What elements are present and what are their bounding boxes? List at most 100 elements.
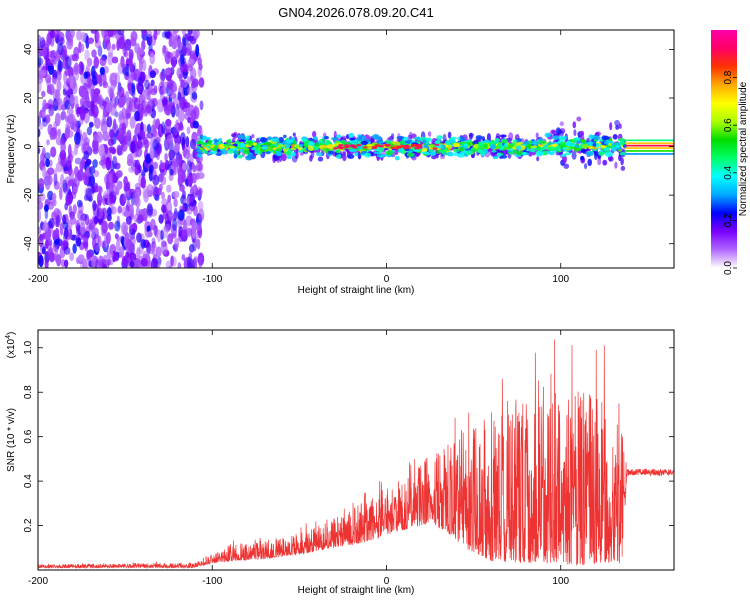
- spectrogram-cell: [109, 106, 117, 116]
- spectrogram-cell: [195, 164, 202, 172]
- spectrogram-cell: [563, 163, 570, 169]
- spectrogram-cell: [166, 163, 171, 171]
- spectrogram-cell: [54, 254, 62, 263]
- spectrogram-cell: [47, 190, 54, 201]
- spectrogram-cell: [506, 144, 514, 150]
- spectrogram-cell: [67, 66, 74, 78]
- spectrogram-cell: [153, 30, 158, 41]
- spectrogram-cell: [416, 136, 421, 142]
- spectrogram-cell: [85, 158, 92, 166]
- spectrogram-cell: [129, 116, 136, 129]
- spectrogram-cell: [92, 134, 100, 142]
- spectrogram-cell: [473, 143, 479, 149]
- spectrogram-cell: [278, 144, 284, 147]
- spectrogram-cell: [80, 62, 85, 73]
- spectrogram-cell: [237, 154, 243, 159]
- spectrogram-cell: [83, 71, 89, 80]
- spectrogram-cell: [178, 96, 186, 110]
- spectrogram-cell: [44, 176, 51, 191]
- spectrogram-cell: [196, 153, 203, 158]
- spectrogram-cell: [46, 139, 50, 146]
- spectrogram-cells: [38, 30, 674, 268]
- spectrogram-cell: [124, 39, 132, 52]
- spectrogram-cell: [188, 259, 193, 268]
- spectrogram-cell: [60, 153, 67, 168]
- spectrogram-cell: [324, 135, 329, 140]
- spectrogram-cell: [573, 146, 580, 152]
- spectrogram-cell: [107, 258, 111, 266]
- spectrogram-cell: [100, 118, 105, 127]
- spectrogram-cell: [59, 173, 65, 188]
- spectrogram-cell: [261, 145, 268, 150]
- spectrogram-cell: [54, 89, 61, 101]
- spectrogram-cell: [81, 131, 88, 143]
- spectrogram-cell: [48, 246, 54, 261]
- spectrogram-cell: [563, 135, 568, 139]
- spectrogram-cell: [560, 153, 567, 157]
- spectrogram-cell: [379, 145, 385, 148]
- spectrogram-cell: [435, 139, 441, 144]
- spectrogram-cell: [214, 144, 219, 150]
- spectrogram-cell: [133, 263, 141, 268]
- spectrogram-cell: [93, 56, 100, 69]
- y-tick-label: 20: [23, 92, 34, 104]
- spectrogram-cell: [40, 69, 47, 77]
- spectrogram-cell: [62, 58, 68, 70]
- spectrogram-cell: [102, 130, 110, 142]
- spectrogram-cell: [99, 56, 107, 67]
- spectrogram-cell: [52, 69, 58, 80]
- spectrogram-cell: [86, 57, 93, 67]
- spectrogram-cell: [122, 135, 128, 145]
- spectrogram-cell: [198, 77, 205, 88]
- spectrogram-cell: [519, 145, 526, 151]
- spectrogram-cell: [92, 145, 99, 155]
- spectrogram-cell: [97, 45, 103, 57]
- spectrogram-cell: [108, 115, 113, 128]
- spectrogram-cell: [110, 147, 117, 155]
- spectrogram-cell: [336, 134, 342, 139]
- spectrogram-cell: [423, 143, 430, 149]
- spectrogram-cell: [41, 246, 46, 255]
- spectrogram-cell: [103, 190, 110, 199]
- spectrogram-cell: [336, 145, 342, 148]
- spectrogram-cell: [67, 179, 75, 187]
- spectrogram-cell: [608, 142, 612, 147]
- spectrogram-cell: [351, 144, 357, 148]
- spectrogram-cell: [372, 133, 380, 140]
- spectrogram-cell: [63, 259, 69, 268]
- x-tick-label: -100: [202, 576, 222, 587]
- spectrogram-cell: [118, 128, 124, 142]
- spectrogram-cell: [155, 187, 162, 196]
- spectrogram-cell: [171, 256, 177, 267]
- spectrogram-cell: [254, 148, 259, 152]
- spectrogram-cell: [192, 120, 199, 129]
- spectrogram-cell: [233, 153, 238, 159]
- spectrogram-cell: [109, 129, 115, 139]
- spectrogram-cell: [56, 79, 62, 92]
- spectrogram-cell: [61, 45, 68, 60]
- spectrogram-cell: [425, 137, 433, 142]
- spectrogram-cell: [149, 35, 157, 46]
- spectrogram-cell: [349, 137, 356, 141]
- spectrogram-cell: [429, 151, 437, 156]
- spectrogram-cell: [428, 149, 434, 152]
- spectrogram-cell: [49, 130, 54, 141]
- snr-x-ticks: -200 -100 0 100: [28, 330, 570, 587]
- spectrogram-cell: [38, 81, 42, 93]
- spectrogram-cell: [161, 31, 167, 38]
- spectrogram-cell: [136, 232, 142, 243]
- spectrogram-cell: [180, 53, 185, 65]
- spectrogram-cell: [238, 139, 247, 142]
- spectrogram-cell: [72, 183, 78, 195]
- spectrogram-cell: [177, 209, 185, 221]
- steady-tone-line: [625, 153, 674, 155]
- spectrogram-cell: [169, 168, 174, 176]
- spectrogram-cell: [619, 141, 627, 146]
- spectrogram-cell: [73, 131, 81, 145]
- spectrogram-cell: [187, 58, 194, 66]
- spectrogram-cell: [186, 256, 193, 268]
- spectrogram-cell: [84, 214, 90, 226]
- spectrogram-cell: [162, 46, 169, 58]
- spectrogram-cell: [571, 139, 578, 143]
- spectrogram-cell: [189, 225, 197, 234]
